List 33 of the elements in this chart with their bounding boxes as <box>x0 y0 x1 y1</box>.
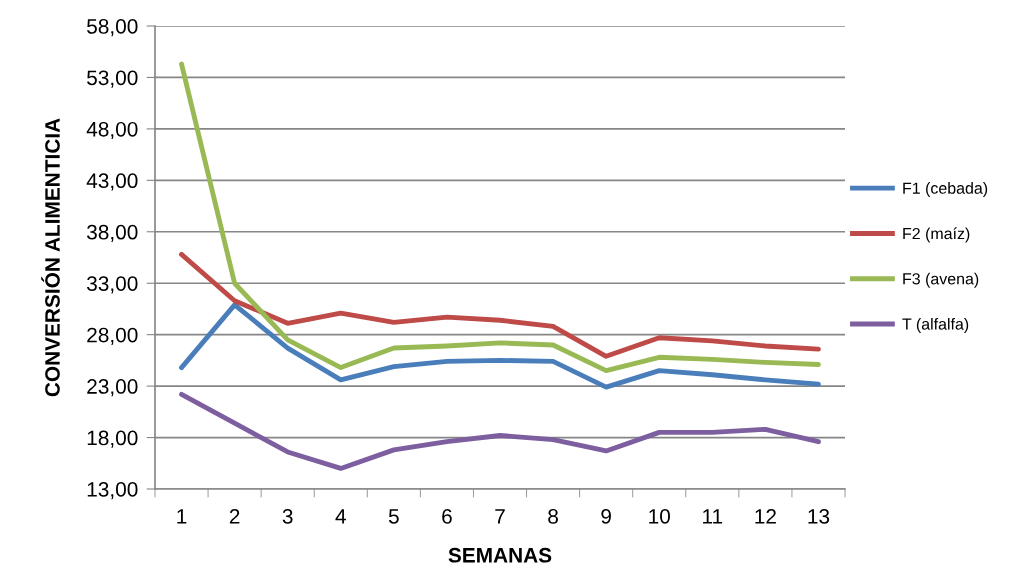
y-tick-label: 48,00 <box>86 121 138 140</box>
x-tick-label: 1 <box>177 509 187 524</box>
y-tick-label: 13,00 <box>87 482 138 500</box>
x-tick-label: 5 <box>388 509 399 524</box>
x-tick-label: 6 <box>442 508 452 524</box>
y-tick-label: 38,00 <box>87 224 138 242</box>
y-tick-label: 23,00 <box>87 379 138 397</box>
x-axis-title: SEMANAS <box>448 547 552 563</box>
x-tick-label: 10 <box>649 508 670 524</box>
x-tick-label: 13 <box>808 508 830 524</box>
x-tick-label: 11 <box>703 509 723 524</box>
y-tick-label: 58,00 <box>87 19 138 37</box>
y-tick-label: 33,00 <box>87 276 138 294</box>
legend-label: F3 (avena) <box>903 272 979 288</box>
y-tick-label: 28,00 <box>87 327 138 345</box>
x-tick-label: 4 <box>335 509 346 524</box>
line-series <box>179 251 821 359</box>
x-tick-label: 8 <box>548 508 558 524</box>
legend-label: T (alfalfa) <box>902 318 969 333</box>
x-tick-label: 12 <box>755 508 776 524</box>
y-tick-label: 43,00 <box>86 173 138 191</box>
line-series <box>179 302 821 390</box>
x-tick-label: 7 <box>495 509 505 524</box>
line-series <box>179 391 821 471</box>
y-axis-title: CONVERSIÓN ALIMENTICIA <box>41 118 60 397</box>
x-tick-label: 3 <box>282 508 293 524</box>
x-tick-label: 9 <box>601 508 611 524</box>
legend-label: F2 (maíz) <box>903 227 970 243</box>
line-series <box>179 61 821 374</box>
y-tick-label: 53,00 <box>87 70 138 88</box>
legend-label: F1 (cebada) <box>903 182 988 197</box>
y-tick-label: 18,00 <box>87 430 138 448</box>
x-tick-label: 2 <box>229 508 240 524</box>
